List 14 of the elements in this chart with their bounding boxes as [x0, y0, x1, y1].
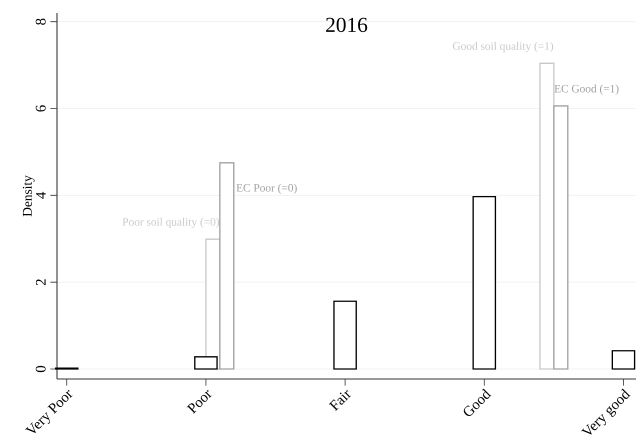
bar: [333, 300, 357, 370]
y-tick-label: 2: [36, 279, 46, 286]
y-tick-label: 0: [36, 366, 46, 372]
bar: [612, 350, 636, 370]
x-tick-label: Fair: [328, 390, 351, 412]
series-label: EC Poor (=0): [236, 184, 297, 194]
bar: [472, 196, 496, 370]
series-label: EC Good (=1): [554, 84, 619, 95]
y-tick-label: 8: [36, 18, 46, 25]
y-tick-label: 6: [36, 105, 46, 112]
y-axis-title: Density: [22, 175, 35, 216]
y-tick-label: 4: [36, 192, 46, 199]
chart-title: 2016: [326, 18, 368, 32]
x-tick-label: Poor: [186, 390, 212, 414]
